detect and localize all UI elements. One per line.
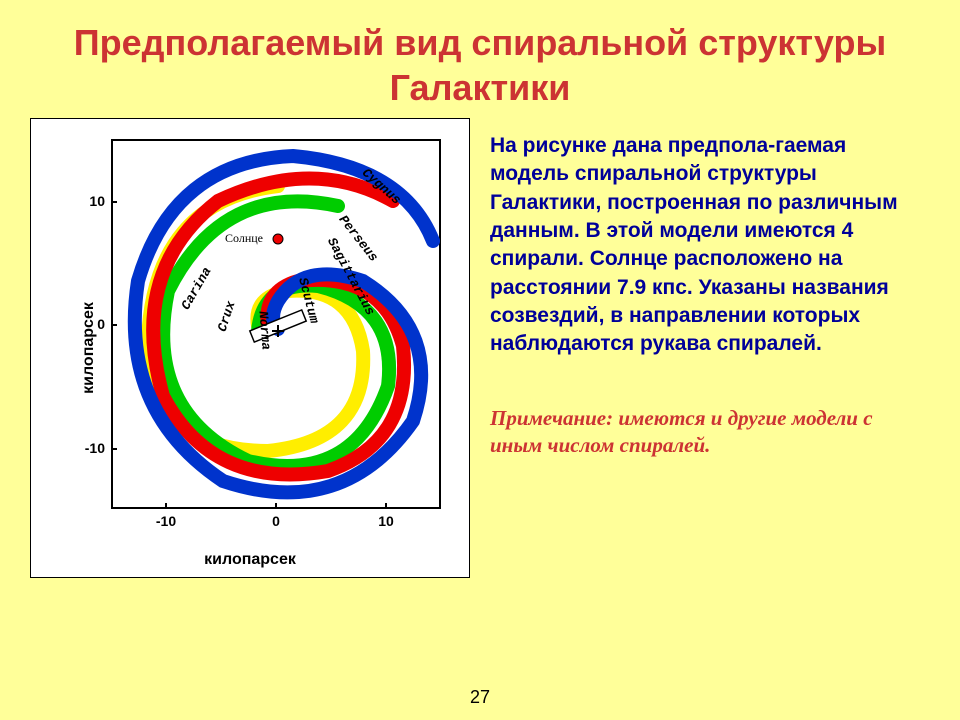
page-number: 27	[470, 687, 490, 708]
ytick: 0	[79, 316, 105, 332]
text-column: На рисунке дана предпола-​гаемая модель …	[490, 118, 930, 578]
page-title: Предполагаемый вид спиральной структуры …	[0, 0, 960, 118]
body-text: На рисунке дана предпола-​гаемая модель …	[490, 132, 922, 359]
note-text: Примечание: имеются и другие модели с ин…	[490, 405, 922, 460]
x-axis-label: килопарсек	[204, 551, 296, 569]
sun-label: Солнце	[225, 231, 263, 246]
ytick: 10	[79, 193, 105, 209]
sun-marker	[273, 234, 283, 244]
ytick: -10	[79, 440, 105, 456]
galaxy-chart: килопарсек килопарсек 10 0 -10 -10 0 10	[30, 118, 470, 578]
xtick: -10	[156, 513, 176, 529]
plot-area: Солнце Cygnus Perseus Sagittarius Scutum…	[111, 139, 441, 509]
xtick: 10	[378, 513, 394, 529]
xtick: 0	[272, 513, 280, 529]
content-row: килопарсек килопарсек 10 0 -10 -10 0 10	[0, 118, 960, 578]
